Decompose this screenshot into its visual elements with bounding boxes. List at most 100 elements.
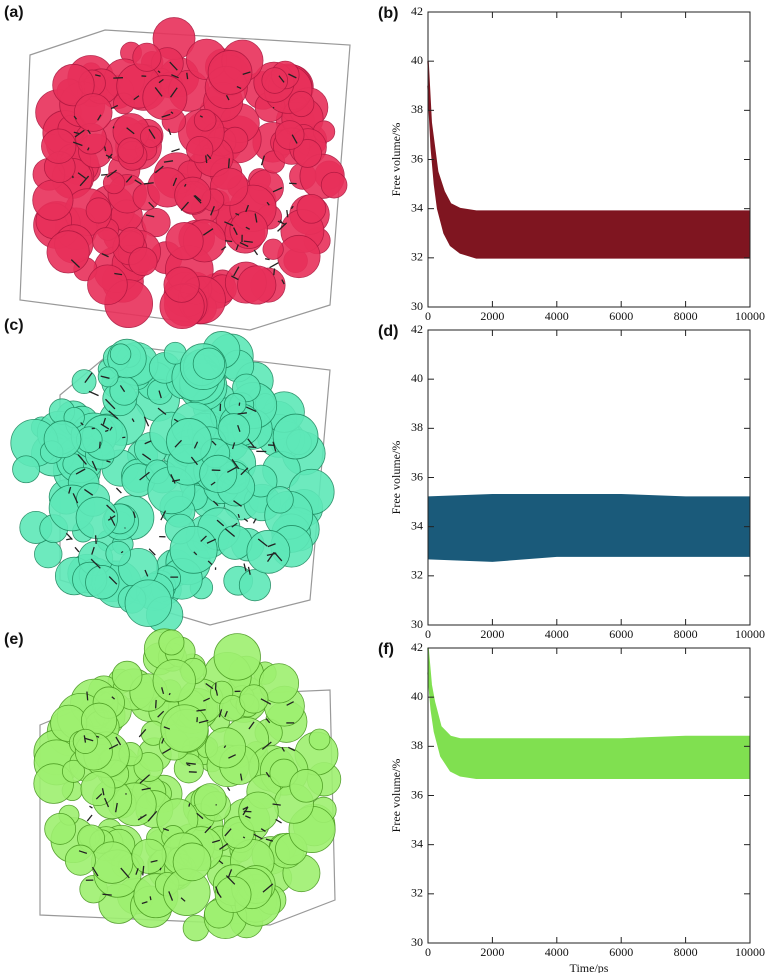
surface-blob <box>320 171 348 199</box>
x-tick-label: 6000 <box>609 309 633 323</box>
bond <box>102 417 107 425</box>
bond <box>193 551 198 556</box>
bond <box>183 183 187 187</box>
panel-label: (a) <box>4 4 24 21</box>
bond <box>219 843 229 850</box>
surface-blob <box>117 137 144 165</box>
bond <box>236 85 242 90</box>
bond <box>243 563 247 572</box>
bond <box>235 244 239 251</box>
bond <box>231 442 236 450</box>
bond <box>106 460 111 463</box>
surface-blob <box>214 876 252 913</box>
band-fill <box>428 648 750 779</box>
bond <box>223 745 227 749</box>
bond <box>89 805 93 809</box>
bond <box>275 818 282 824</box>
bond <box>161 738 165 744</box>
surface-blob <box>246 529 291 574</box>
bond <box>170 111 174 115</box>
surface-blob <box>229 210 269 249</box>
bond <box>96 735 100 738</box>
y-tick-label: 30 <box>411 299 423 313</box>
y-tick-label: 40 <box>411 53 423 67</box>
upper-edge <box>427 647 750 740</box>
y-tick-label: 36 <box>411 151 423 165</box>
bond <box>112 126 115 129</box>
bond <box>77 454 87 465</box>
surface-blob <box>293 139 322 168</box>
bond <box>126 127 135 135</box>
surface-blob <box>288 90 315 118</box>
x-tick-label: 8000 <box>674 309 698 323</box>
bond <box>267 543 276 548</box>
bond <box>140 816 142 818</box>
bond <box>288 73 297 79</box>
bond <box>218 709 223 718</box>
bond <box>148 548 156 556</box>
bond <box>120 867 130 879</box>
bond <box>242 71 251 75</box>
lower-edge <box>427 555 750 562</box>
surface-blob <box>85 197 112 224</box>
x-tick-label: 4000 <box>545 627 569 641</box>
bond <box>84 488 94 496</box>
bond <box>108 576 118 585</box>
panel-label: (f) <box>378 641 394 658</box>
bond <box>224 528 236 538</box>
bond <box>242 836 246 839</box>
plot-frame <box>427 647 751 944</box>
y-tick-label: 38 <box>411 738 423 752</box>
bond <box>237 424 241 432</box>
surface-blob <box>163 266 200 303</box>
bond <box>148 128 156 139</box>
bond <box>87 147 90 151</box>
bond <box>102 893 112 896</box>
bond <box>119 385 126 393</box>
bond <box>242 806 249 811</box>
bond <box>141 901 148 905</box>
bond <box>233 500 242 507</box>
surface-blob <box>139 125 163 148</box>
y-tick-label: 30 <box>411 617 423 631</box>
bond <box>169 61 178 71</box>
bond <box>86 691 89 701</box>
y-axis-label: Free volume/% <box>389 441 403 515</box>
bond <box>101 253 109 258</box>
bond <box>218 860 224 865</box>
panel-label: (e) <box>4 631 24 648</box>
bond <box>157 710 165 718</box>
surface-blob <box>217 413 251 446</box>
surface-blob <box>262 238 284 260</box>
surface-blob <box>80 771 116 807</box>
plot-frame <box>427 11 751 308</box>
x-tick-label: 0 <box>425 309 431 323</box>
bond <box>105 154 113 159</box>
y-axis-label: Free volume/% <box>389 123 403 197</box>
x-tick-label: 4000 <box>545 945 569 959</box>
surface-blob <box>160 704 209 753</box>
bond <box>265 718 271 724</box>
bond <box>205 682 214 690</box>
bond <box>265 771 271 778</box>
bond <box>161 113 171 118</box>
bond <box>233 266 240 277</box>
bond <box>100 375 110 379</box>
bond <box>95 793 103 800</box>
x-tick-label: 8000 <box>674 945 698 959</box>
bond <box>141 787 151 791</box>
bond <box>142 453 152 461</box>
surface-blob <box>152 659 196 703</box>
bond <box>286 701 294 706</box>
bond <box>106 504 116 514</box>
bond <box>111 696 116 700</box>
bond <box>204 825 212 834</box>
surface-blob <box>193 108 217 132</box>
bond <box>247 566 251 575</box>
bond <box>171 479 181 482</box>
band-fill <box>428 61 750 258</box>
bond <box>74 546 80 553</box>
bond <box>198 719 209 724</box>
bond <box>78 850 88 855</box>
